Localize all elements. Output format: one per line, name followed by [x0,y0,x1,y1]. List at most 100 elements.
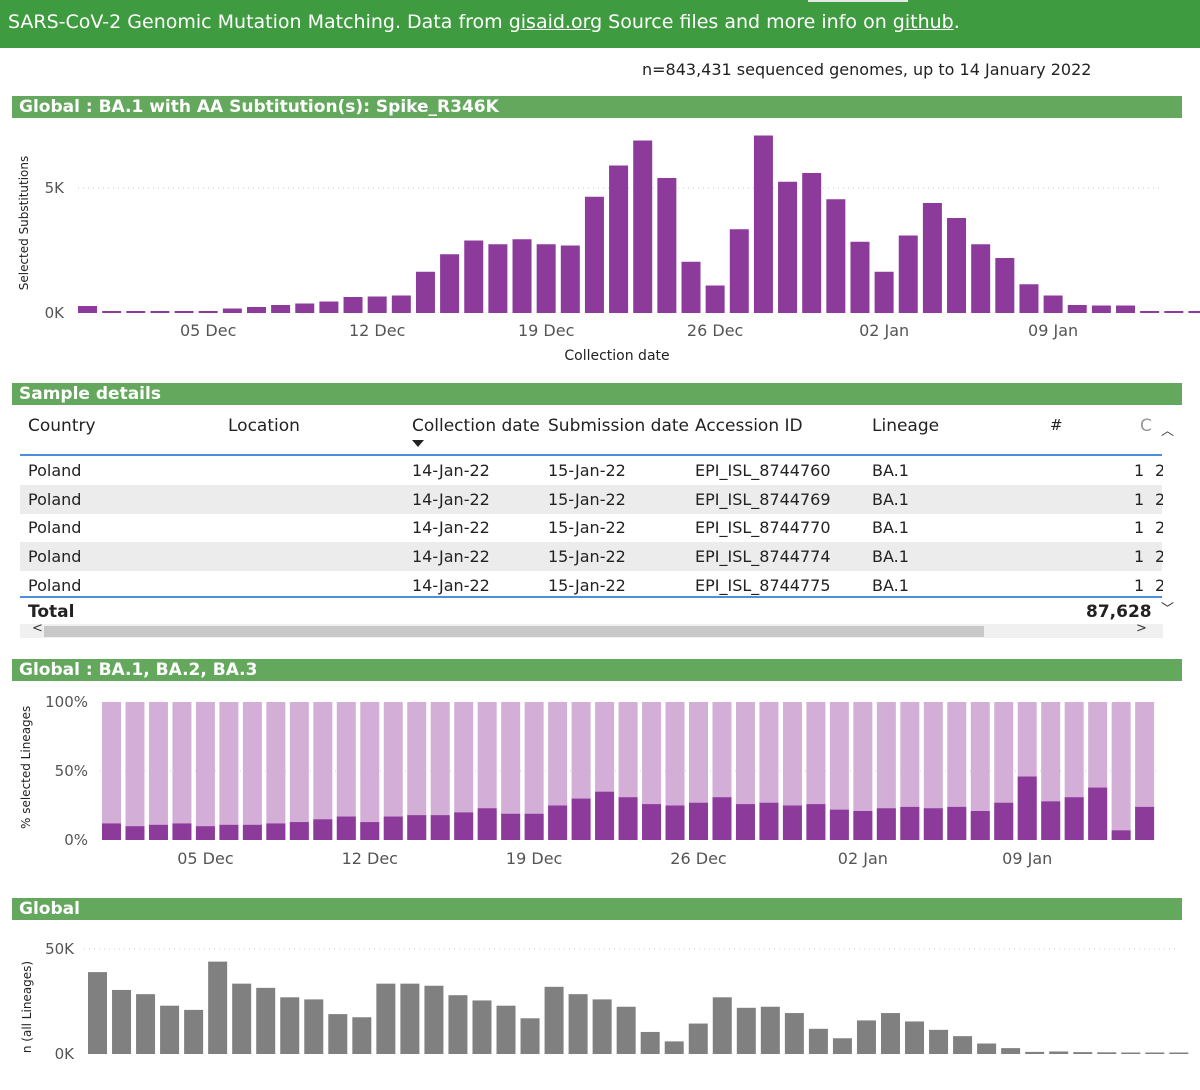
cell-truncated: 2 [1155,461,1163,480]
cell-country: Poland [28,547,82,567]
cell-count: 1 [1134,547,1145,567]
cell-submission: 15-Jan-22 [548,489,626,509]
chart2-bar-selected [336,816,356,840]
chart3-ytick-label: 50K [45,940,75,958]
cell-collection: 14-Jan-22 [412,489,490,509]
table-row[interactable]: Poland 14-Jan-22 15-Jan-22 EPI_ISL_8744774 B… [20,542,1163,572]
table-row[interactable]: Poland 14-Jan-22 15-Jan-22 EPI_ISL_8744760 B… [20,456,1163,485]
chart3-bar [808,1028,828,1054]
chart2-bar-other [266,702,286,840]
col-header-lineage[interactable]: Lineage [872,416,940,436]
chart2-bar-other [923,702,943,840]
chart1-bar [198,311,218,313]
chart2-bar-other [1135,702,1155,840]
chart1-bar [826,199,846,313]
chart2-bar-other [383,702,403,840]
cell-country: Poland [28,489,82,509]
chart2-bar-selected [782,805,802,840]
banner-middle: Source files and more info on [602,11,893,33]
chart2-bar-selected [1135,806,1155,840]
chart1-bar [753,135,773,313]
chart2-bar-selected [1017,776,1037,840]
cell-submission: 15-Jan-22 [548,547,626,567]
total-value: 87,628 [1086,602,1152,622]
chart2-bar-other [242,702,262,840]
chart3-ytick-label: 0K [55,1045,76,1063]
col-header-submission-date[interactable]: Submission date [548,416,689,436]
scrollbar-thumb[interactable] [44,626,984,637]
scroll-right-icon[interactable]: > [1136,621,1147,636]
chart2-bar-selected [923,808,943,840]
chart1-bar [1164,311,1184,313]
chart2-bar-other [125,702,145,840]
cell-lineage: BA.1 [872,461,909,480]
chart2-ytick-label: 0% [64,831,88,849]
chart1-bar [1091,305,1111,313]
chart2-xtick-label: 05 Dec [177,849,233,868]
chart2-bar-other [430,702,450,840]
chart1-xtick-label: 19 Dec [518,321,574,340]
col-header-country[interactable]: Country [28,416,96,436]
chart3-bar [256,987,276,1054]
chart1-xtick-label: 05 Dec [180,321,236,340]
chart2-bar-other [1111,702,1131,840]
scroll-up-icon[interactable]: ︿ [1161,424,1175,439]
chart2-bar-selected [618,797,638,840]
chart2-bar-other [195,702,215,840]
chart3-bar [856,1020,876,1054]
chart1-bar [705,285,725,313]
chart2-bar-selected [853,811,873,840]
chart1-bar [440,254,460,313]
chart2-bar-other [970,702,990,840]
chart2-bar-selected [806,804,826,840]
chart2-xtick-label: 12 Dec [342,849,398,868]
cell-country: Poland [28,575,82,595]
chart2-bar-selected [454,812,474,840]
chart2-bar-other [829,702,849,840]
section2-header: Global : BA.1, BA.2, BA.3 [12,659,1182,681]
chart2-bar-other [853,702,873,840]
banner-divider [808,0,908,2]
chart1-bar [778,181,798,313]
cell-accession: EPI_ISL_8744760 [695,461,831,480]
col-header-count[interactable]: # [1050,416,1063,434]
chart3-bar [520,1018,540,1054]
github-link[interactable]: github [892,11,954,33]
chart2-bar-other [407,702,427,840]
chart1-bar [729,229,749,313]
chart1-bar [271,305,291,313]
chart2-bar-selected [571,798,591,840]
table-row[interactable]: Poland 14-Jan-22 15-Jan-22 EPI_ISL_8744775 B… [20,571,1163,600]
gisaid-link[interactable]: gisaid.org [508,11,603,33]
col-header-collection-date[interactable]: Collection date [412,416,540,436]
chart3-bar [448,995,468,1054]
chart1-bar [464,240,484,313]
chart2-bar-selected [501,813,521,840]
chart2-ytick-label: 100% [45,693,88,711]
chart3-bar [496,1005,516,1054]
chart2-bar-selected [1041,801,1061,840]
chart1-bar [1043,295,1063,313]
scroll-down-icon[interactable]: ﹀ [1161,602,1175,617]
cell-submission: 15-Jan-22 [548,575,626,595]
chart3-bar [832,1038,852,1054]
chart2-bar-selected [970,811,990,840]
table-row[interactable]: Poland 14-Jan-22 15-Jan-22 EPI_ISL_8744769 B… [20,484,1163,514]
cell-country: Poland [28,518,82,538]
banner-prefix: SARS-CoV-2 Genomic Mutation Matching. Da… [8,11,509,33]
chart3-bar [424,985,444,1054]
chart1-bar [657,178,677,313]
chart3-bar [977,1043,997,1054]
col-header-truncated: C [1140,416,1152,436]
chart2-bar-selected [430,815,450,840]
chart1-xtick-label: 26 Dec [687,321,743,340]
table-row[interactable]: Poland 14-Jan-22 15-Jan-22 EPI_ISL_8744770 B… [20,513,1163,542]
chart3-bar [905,1021,925,1054]
chart2-bar-selected [689,802,708,840]
chart1-bar [995,258,1015,313]
table-horizontal-scrollbar[interactable]: < > [20,621,1163,638]
scroll-left-icon[interactable]: < [32,621,43,636]
chart3-bar [1025,1051,1045,1054]
col-header-location[interactable]: Location [228,416,300,436]
col-header-accession-id[interactable]: Accession ID [695,416,803,436]
